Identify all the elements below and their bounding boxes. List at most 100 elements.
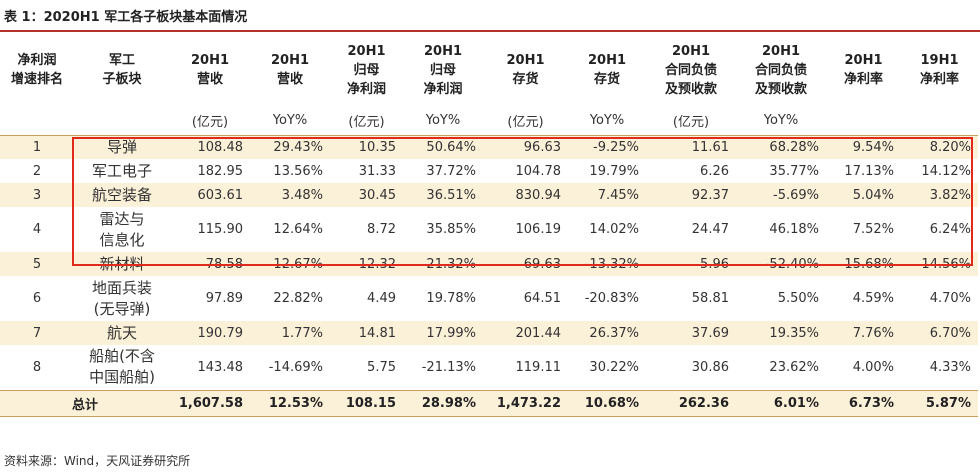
sector-name-cell: 导弹 bbox=[106, 137, 137, 156]
rank-cell: 4 bbox=[32, 222, 42, 237]
value-cell: 3.82% bbox=[929, 187, 971, 203]
value-cell: 96.63 bbox=[523, 139, 561, 155]
value-cell: 104.78 bbox=[515, 163, 562, 179]
value-cell: 119.11 bbox=[515, 359, 562, 375]
value-cell: 8.20% bbox=[929, 139, 971, 155]
value-cell: -5.69% bbox=[773, 187, 819, 203]
column-header: 军工 子板块 bbox=[102, 53, 142, 87]
total-value-cell: 6.01% bbox=[773, 395, 819, 411]
rank-cell: 8 bbox=[32, 359, 42, 375]
value-cell: -13.32% bbox=[584, 256, 639, 272]
rank-cell: 2 bbox=[32, 163, 42, 179]
sector-name-cell: 航空装备 bbox=[91, 185, 152, 204]
value-cell: 22.82% bbox=[273, 291, 323, 306]
total-value-cell: 1,473.22 bbox=[496, 395, 561, 411]
total-value-cell: 262.36 bbox=[678, 395, 729, 411]
header-row: 净利润 增速排名 军工 子板块 20H1 营收 20H1 营收 20H1 归母 净利润 20H1 归母净… bbox=[0, 33, 978, 107]
column-unit: YoY% bbox=[589, 113, 625, 129]
value-cell: 14.81 bbox=[358, 325, 396, 341]
value-cell: 190.79 bbox=[197, 325, 244, 341]
value-cell: 50.64% bbox=[426, 139, 476, 155]
value-cell: 6.24% bbox=[929, 222, 971, 237]
value-cell: 30.45 bbox=[358, 187, 396, 203]
sector-name-cell: 新材料 bbox=[99, 254, 145, 273]
rank-cell: 5 bbox=[32, 256, 42, 272]
value-cell: 14.56% bbox=[921, 256, 971, 272]
value-cell: 4.33% bbox=[929, 359, 971, 375]
value-cell: 31.33 bbox=[358, 163, 396, 179]
value-cell: 64.51 bbox=[523, 291, 561, 306]
value-cell: 5.75 bbox=[367, 359, 396, 375]
value-cell: 108.48 bbox=[197, 139, 244, 155]
total-value-cell: 10.68% bbox=[584, 395, 639, 411]
value-cell: 13.56% bbox=[273, 163, 323, 179]
column-unit bbox=[0, 107, 74, 135]
value-cell: 603.61 bbox=[197, 187, 244, 203]
value-cell: 1.77% bbox=[281, 325, 323, 341]
column-header: 20H1 存货 bbox=[506, 53, 545, 87]
value-cell: 17.13% bbox=[844, 163, 894, 179]
value-cell: 143.48 bbox=[197, 359, 244, 375]
value-cell: 12.32 bbox=[358, 256, 396, 272]
value-cell: 8.72 bbox=[367, 222, 396, 237]
value-cell: 19.35% bbox=[769, 325, 819, 341]
value-cell: 4.49 bbox=[367, 291, 396, 306]
rank-cell: 3 bbox=[32, 187, 42, 203]
value-cell: 830.94 bbox=[515, 187, 562, 203]
value-cell: 9.54% bbox=[852, 139, 894, 155]
value-cell: 14.02% bbox=[589, 222, 639, 237]
table-row: 8 船舶(不含 中国船舶) 143.48 -14.69% 5.75 -21.13% 119.1… bbox=[0, 345, 978, 390]
value-cell: 11.61 bbox=[691, 139, 729, 155]
table-row: 5 新材料 78.58 12.67% 12.32 21.32% 69.63 -13.32% 5.… bbox=[0, 252, 978, 276]
column-header: 20H1 合同负债 及预收款 bbox=[664, 43, 717, 97]
value-cell: 12.64% bbox=[273, 222, 323, 237]
value-cell: 97.89 bbox=[205, 291, 243, 306]
total-value-cell: 6.73% bbox=[848, 395, 894, 411]
value-cell: -20.83% bbox=[584, 291, 639, 306]
value-cell: 106.19 bbox=[515, 222, 562, 237]
total-row: 总计 1,607.58 12.53% 108.15 28.98% 1,473.22 10.6… bbox=[0, 390, 978, 416]
title-rule bbox=[0, 30, 980, 32]
table-title: 表 1：2020H1 军工各子板块基本面情况 bbox=[4, 10, 248, 25]
total-label: 总计 bbox=[71, 397, 98, 413]
column-header: 19H1 净利率 bbox=[919, 53, 959, 87]
value-cell: 37.69 bbox=[691, 325, 729, 341]
value-cell: 201.44 bbox=[515, 325, 562, 341]
value-cell: 4.70% bbox=[929, 291, 971, 306]
value-cell: 4.59% bbox=[852, 291, 894, 306]
value-cell: -14.69% bbox=[268, 359, 323, 375]
sector-name-cell: 地面兵装 (无导弹) bbox=[91, 278, 152, 318]
value-cell: 5.50% bbox=[777, 291, 819, 306]
rank-cell: 1 bbox=[32, 139, 42, 155]
value-cell: 19.79% bbox=[589, 163, 639, 179]
column-header: 20H1 归母 净利润 bbox=[346, 43, 386, 97]
value-cell: 36.51% bbox=[426, 187, 476, 203]
value-cell: 24.47 bbox=[691, 222, 729, 237]
value-cell: 35.85% bbox=[426, 222, 476, 237]
value-cell: 26.37% bbox=[589, 325, 639, 341]
value-cell: 5.96 bbox=[700, 256, 729, 272]
value-cell: 92.37 bbox=[691, 187, 729, 203]
value-cell: 182.95 bbox=[197, 163, 244, 179]
value-cell: 14.12% bbox=[921, 163, 971, 179]
value-cell: 69.63 bbox=[523, 256, 561, 272]
value-cell: 4.00% bbox=[852, 359, 894, 375]
column-header: 20H1 净利率 bbox=[843, 53, 883, 87]
column-header: 20H1 营收 bbox=[270, 53, 310, 87]
sector-name-cell: 船舶(不含 中国船舶) bbox=[89, 347, 155, 387]
sector-name-cell: 雷达与 信息化 bbox=[99, 209, 145, 249]
value-cell: 7.76% bbox=[852, 325, 894, 341]
column-unit: YoY% bbox=[763, 113, 799, 129]
table-row: 2 军工电子 182.95 13.56% 31.33 37.72% 104.78 19.79%… bbox=[0, 159, 978, 183]
sector-fundamentals-table: 净利润 增速排名 军工 子板块 20H1 营收 20H1 营收 20H1 归母 净利润 20H1 归母净… bbox=[0, 33, 978, 417]
value-cell: 78.58 bbox=[205, 256, 243, 272]
column-unit bbox=[901, 107, 978, 135]
table-row: 6 地面兵装 (无导弹) 97.89 22.82% 4.49 19.78% 64.51 -20.… bbox=[0, 276, 978, 321]
rank-cell: 6 bbox=[32, 291, 42, 306]
value-cell: 19.78% bbox=[426, 291, 476, 306]
value-cell: 115.90 bbox=[197, 222, 244, 237]
column-unit bbox=[826, 107, 901, 135]
value-cell: 68.28% bbox=[769, 139, 819, 155]
value-cell: 5.04% bbox=[852, 187, 894, 203]
sector-name-cell: 军工电子 bbox=[91, 161, 152, 180]
